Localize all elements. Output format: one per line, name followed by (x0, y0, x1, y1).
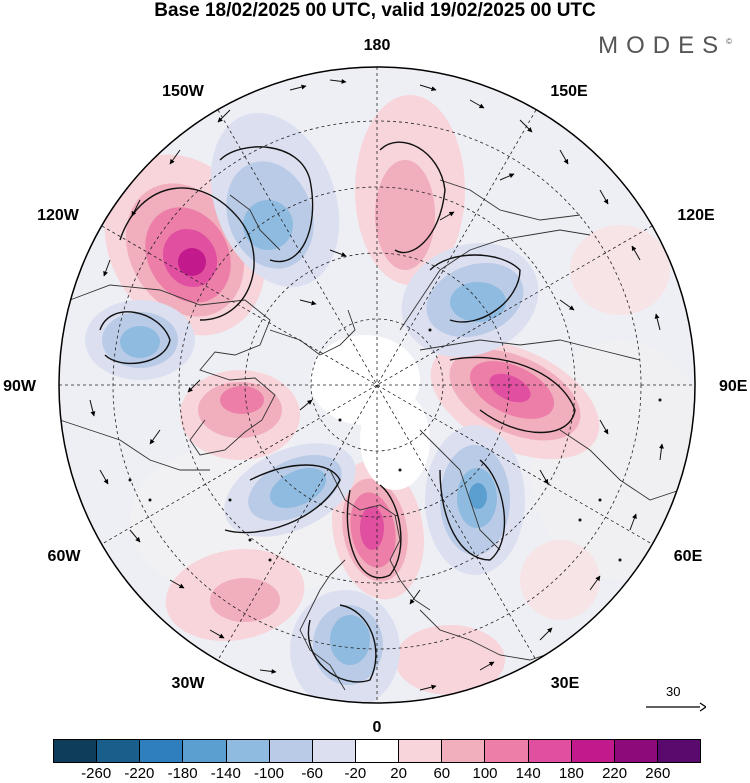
lon-label-90w: 90W (3, 378, 37, 395)
colorbar-tick-label: 260 (645, 765, 671, 782)
colorbar-tick-label: 220 (602, 765, 628, 782)
lon-label-180: 180 (364, 37, 391, 54)
colorbar-swatch (312, 740, 356, 762)
colorbar-tick-label: 100 (472, 765, 498, 782)
coastlines (59, 179, 681, 691)
colorbar (53, 739, 701, 763)
colorbar-swatch (226, 740, 270, 762)
negative-anomaly-siberia (401, 243, 539, 357)
vector-scale-arrow (646, 702, 706, 712)
streamlines (99, 141, 576, 683)
lon-label-0: 0 (373, 719, 382, 735)
negative-anomaly-russia (425, 425, 525, 575)
colorbar-swatch (183, 740, 227, 762)
colorbar-swatch (614, 740, 658, 762)
colorbar-swatch (571, 740, 615, 762)
colorbar-swatch (485, 740, 529, 762)
anomaly-field (59, 67, 695, 703)
lon-label-60e: 60E (674, 548, 703, 565)
graticule (59, 67, 695, 703)
map-boundary (58, 66, 696, 704)
colorbar-tick-label: 20 (390, 765, 407, 782)
lon-label-120w: 120W (37, 207, 80, 224)
longitude-labels: 180 150E 150W 120E 120W 90E 90W 60E 60W … (3, 37, 748, 735)
negative-anomaly-africa (290, 590, 400, 703)
colorbar-swatch (657, 740, 701, 762)
colorbar-swatch (399, 740, 443, 762)
colorbar-swatch (442, 740, 486, 762)
colorbar-tick-label: -100 (253, 765, 285, 782)
colorbar-swatch (355, 740, 400, 762)
lon-label-30w: 30W (172, 675, 206, 692)
wind-vectors (89, 78, 664, 691)
colorbar-ticks: -260 -220 -180 -140 -100 -60 -20 20 60 100 140 180 2… (0, 765, 750, 783)
positive-anomaly-atlantic (165, 549, 305, 641)
colorbar-tick-label: -260 (81, 765, 112, 782)
lon-label-30e: 30E (551, 675, 580, 692)
colorbar-tick-label: 60 (433, 765, 451, 782)
colorbar-tick-label: -180 (167, 765, 198, 782)
colorbar-tick-label: 140 (515, 765, 541, 782)
positive-anomaly-greenland (180, 370, 300, 460)
lon-label-90e: 90E (719, 378, 748, 395)
positive-anomaly-europe (332, 460, 424, 600)
colorbar-tick-label: -220 (124, 765, 155, 782)
polar-map: 180 150E 150W 120E 120W 90E 90W 60E 60W … (3, 37, 748, 735)
colorbar-swatch (269, 740, 313, 762)
vector-scale-label: 30 (666, 684, 681, 699)
colorbar-swatch (54, 740, 98, 762)
lon-label-120e: 120E (677, 207, 715, 224)
colorbar-tick-label: 180 (558, 765, 584, 782)
lon-label-150w: 150W (162, 83, 205, 100)
colorbar-swatch (140, 740, 184, 762)
colorbar-tick-label: -20 (344, 765, 367, 782)
negative-anomaly-canada (85, 300, 195, 380)
colorbar-swatch (528, 740, 572, 762)
lon-label-60w: 60W (48, 548, 82, 565)
colorbar-swatch (97, 740, 141, 762)
brand-logo: MODES© (598, 32, 732, 59)
negative-anomaly-pacific (210, 112, 340, 288)
lon-label-150e: 150E (550, 83, 588, 100)
wind-vector-dots (128, 328, 662, 562)
colorbar-tick-label: -60 (301, 765, 324, 782)
colorbar-tick-label: -140 (210, 765, 241, 782)
map-title: Base 18/02/2025 00 UTC, valid 19/02/2025… (154, 0, 596, 21)
positive-anomaly-pacific (355, 95, 465, 285)
